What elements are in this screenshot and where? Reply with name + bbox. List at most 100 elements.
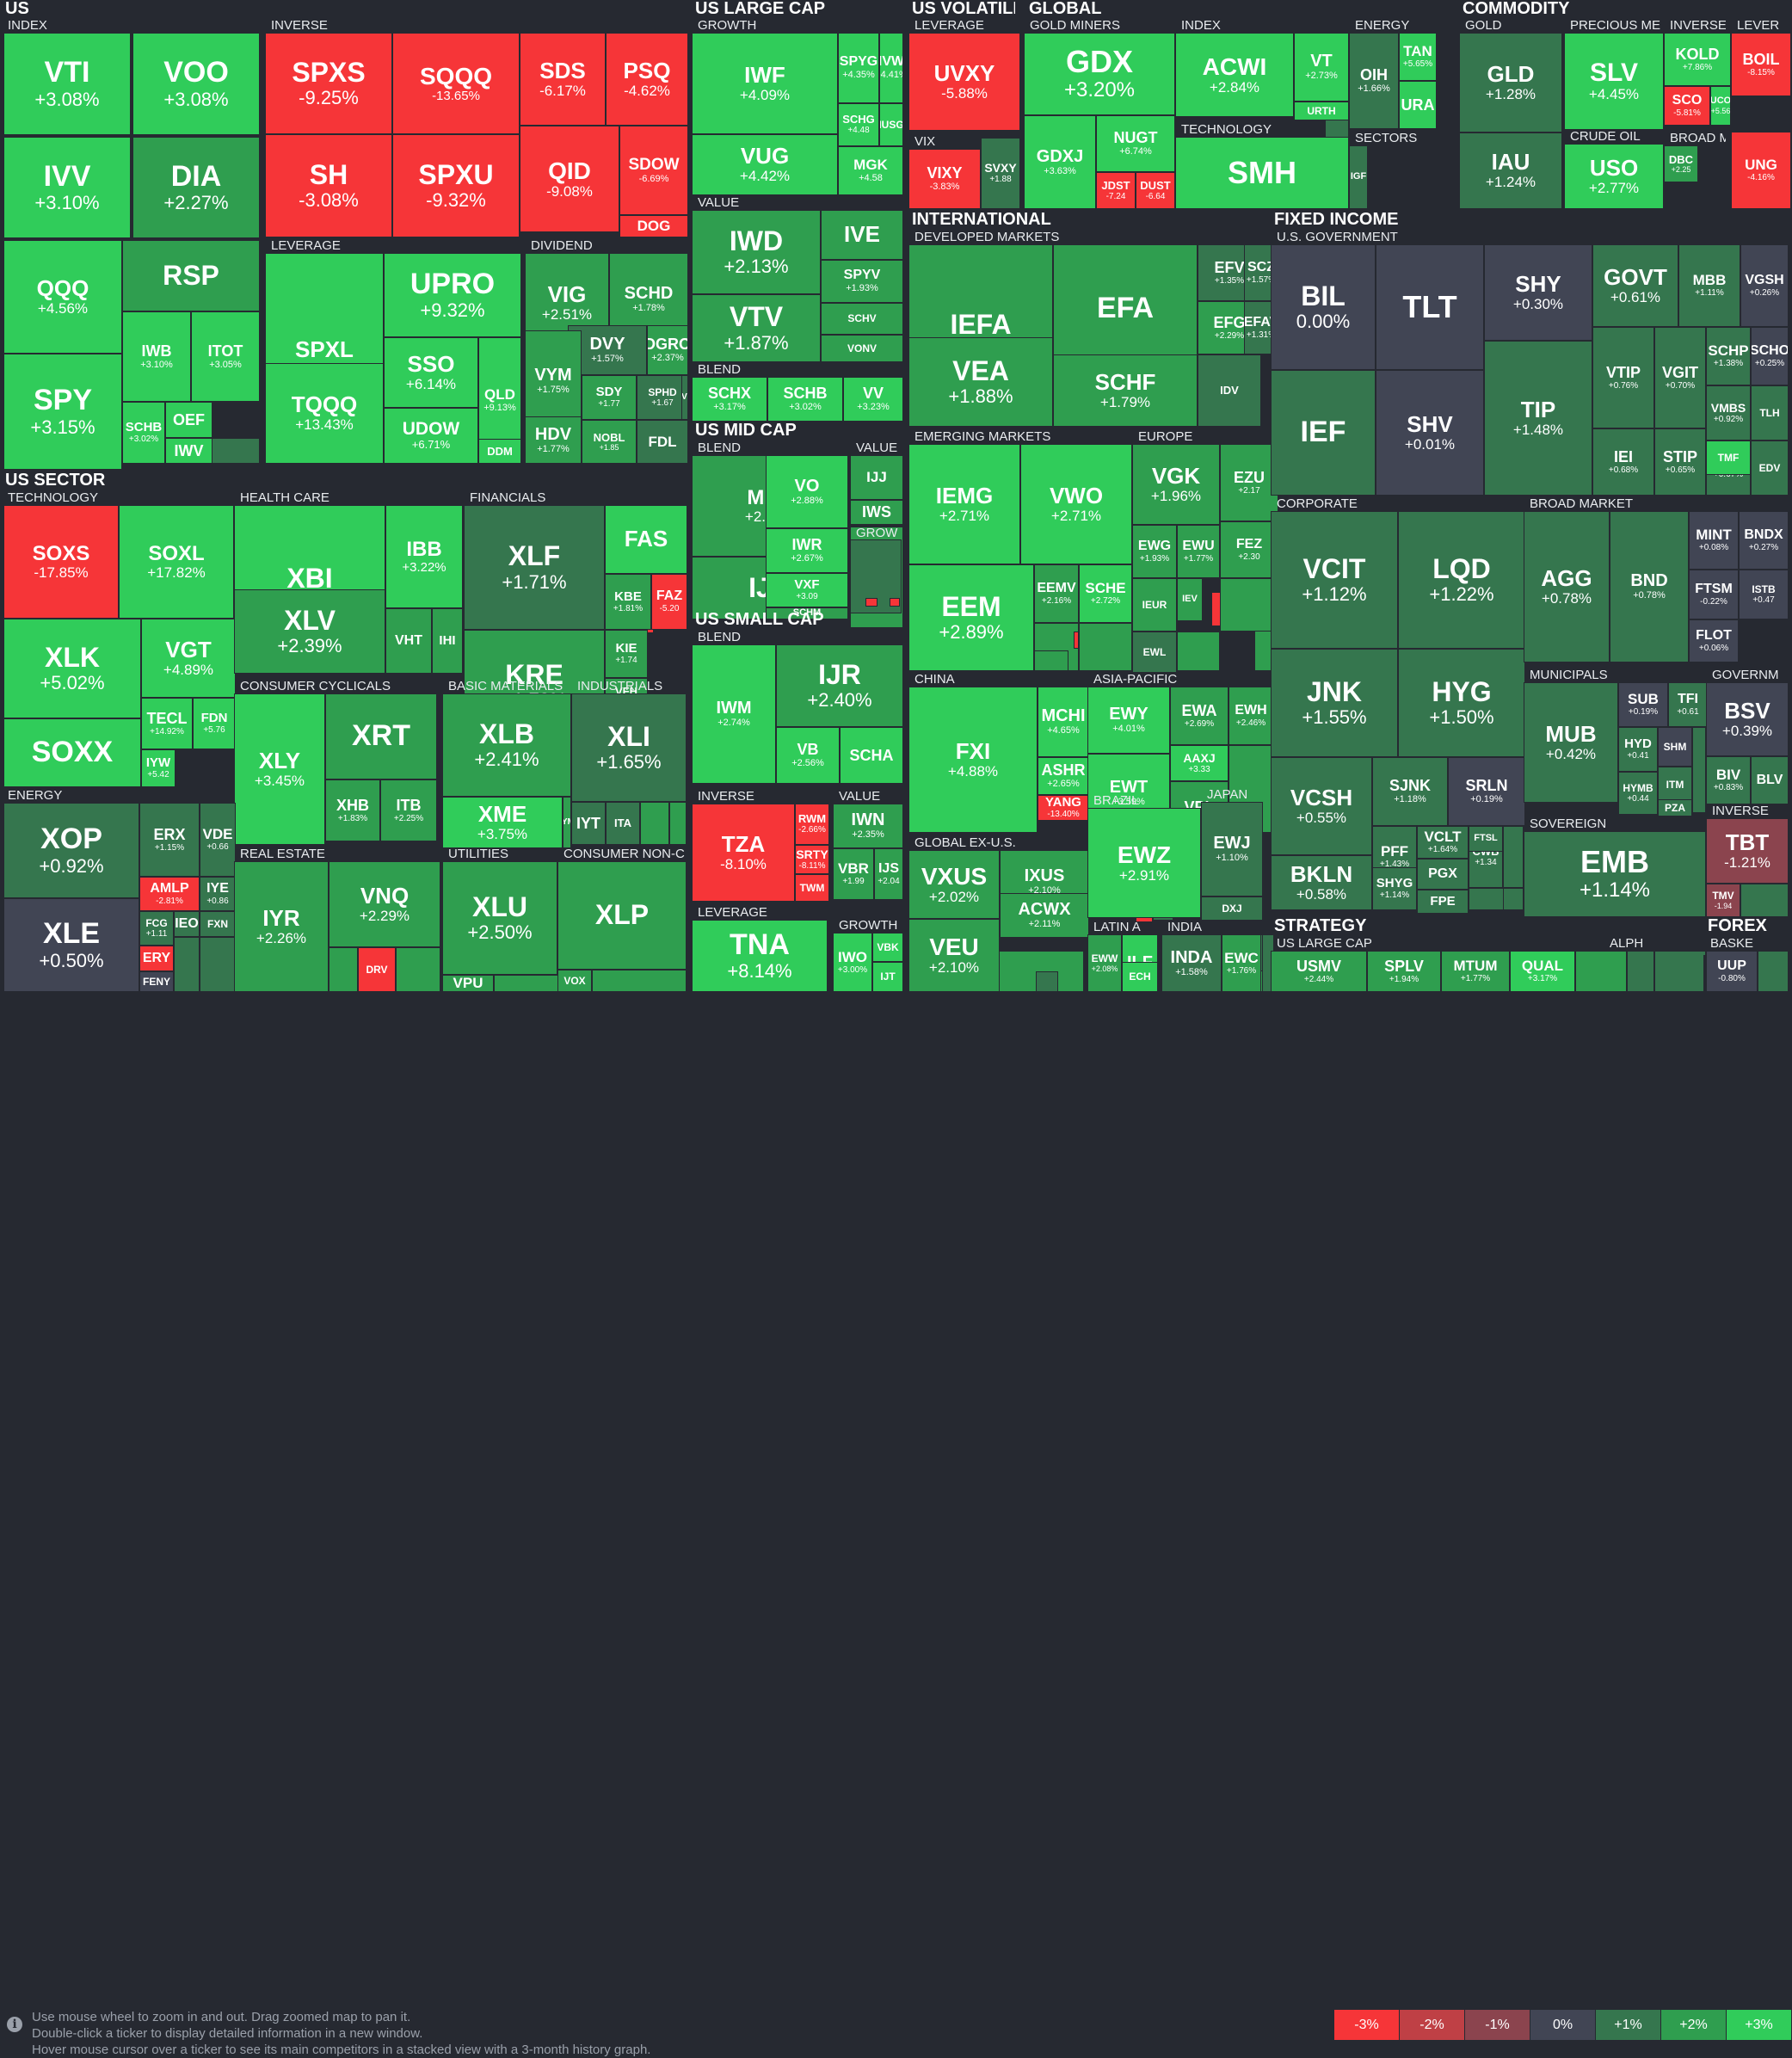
- minor-tile[interactable]: [592, 970, 687, 992]
- tile-vtv[interactable]: VTV +1.87%: [692, 294, 821, 362]
- tile-hymb[interactable]: HYMB +0.44: [1618, 772, 1658, 815]
- tile-ijj[interactable]: IJJ: [850, 455, 903, 500]
- tile-veu[interactable]: VEU +2.10%: [908, 919, 1000, 992]
- tile-tlt[interactable]: TLT: [1376, 244, 1484, 370]
- tile-iwd[interactable]: IWD +2.13%: [692, 210, 821, 294]
- tile-fdn[interactable]: FDN +5.76: [193, 698, 236, 749]
- tile-vox[interactable]: VOX: [557, 970, 592, 992]
- tile-fvd[interactable]: FVD: [681, 375, 688, 420]
- tile-govt[interactable]: GOVT +0.61%: [1592, 244, 1678, 327]
- tile-scha[interactable]: SCHA: [840, 727, 903, 784]
- tile-xlf[interactable]: XLF +1.71%: [464, 505, 605, 630]
- tile-xlk[interactable]: XLK +5.02%: [3, 619, 141, 718]
- tile-jnk[interactable]: JNK +1.55%: [1271, 649, 1398, 757]
- tile-iemg[interactable]: IEMG +2.71%: [908, 444, 1020, 564]
- tile-xme[interactable]: XME +3.75%: [442, 797, 563, 848]
- tile-xlp[interactable]: XLP: [557, 861, 687, 970]
- tile-vcit[interactable]: VCIT +1.12%: [1271, 511, 1398, 649]
- tile-ura[interactable]: URA: [1399, 81, 1437, 129]
- tile-spy[interactable]: SPY +3.15%: [3, 354, 122, 470]
- tile-vgt[interactable]: VGT +4.89%: [141, 619, 236, 698]
- tile-ewu[interactable]: EWU +1.77%: [1177, 525, 1220, 578]
- tile-gld[interactable]: GLD +1.28%: [1459, 33, 1562, 132]
- tile-mbb[interactable]: MBB +1.11%: [1678, 244, 1740, 327]
- tile-bnd[interactable]: BND +0.78%: [1610, 511, 1689, 662]
- tile-shm[interactable]: SHM: [1658, 727, 1692, 767]
- tile-psq[interactable]: PSQ -4.62%: [606, 33, 688, 126]
- tile-sdow[interactable]: SDOW -6.69%: [619, 126, 688, 215]
- tile-itm[interactable]: ITM: [1658, 767, 1692, 803]
- tile-yang[interactable]: YANG -13.40%: [1038, 795, 1089, 821]
- tile-smh[interactable]: SMH: [1175, 137, 1349, 209]
- tile-sds[interactable]: SDS -6.17%: [520, 33, 606, 126]
- tile-vym[interactable]: VYM +1.75%: [525, 330, 582, 432]
- tile-xle[interactable]: XLE +0.50%: [3, 898, 139, 992]
- tile-bndx[interactable]: BNDX +0.27%: [1739, 511, 1789, 570]
- tile-ddm[interactable]: DDM: [478, 439, 521, 464]
- minor-tile[interactable]: [1503, 888, 1524, 910]
- tile-tmf[interactable]: TMF: [1706, 441, 1751, 475]
- minor-tile[interactable]: [1503, 826, 1524, 888]
- tile-tlh[interactable]: TLH: [1751, 385, 1789, 441]
- tile-schv[interactable]: SCHV: [821, 303, 903, 335]
- tile-mchi[interactable]: MCHI +4.65%: [1038, 687, 1089, 757]
- tile-voo[interactable]: VOO +3.08%: [132, 33, 260, 135]
- tile-ijt[interactable]: IJT: [872, 962, 903, 992]
- minor-tile[interactable]: [1758, 951, 1789, 992]
- tile-iau[interactable]: IAU +1.24%: [1459, 132, 1562, 209]
- minor-tile[interactable]: [640, 802, 669, 845]
- tile-vclt[interactable]: VCLT +1.64%: [1417, 826, 1469, 859]
- tile-ieur[interactable]: IEUR: [1132, 578, 1177, 632]
- tile-ech[interactable]: ECH: [1122, 962, 1158, 992]
- tile-itb[interactable]: ITB +2.25%: [380, 779, 437, 841]
- tile-iwb[interactable]: IWB +3.10%: [122, 311, 191, 402]
- tile-schb[interactable]: SCHB +3.02%: [767, 377, 843, 422]
- tile-gdx[interactable]: GDX +3.20%: [1024, 33, 1175, 115]
- tile-iwo[interactable]: IWO +3.00%: [833, 933, 872, 992]
- tile-ftsm[interactable]: FTSM -0.22%: [1689, 570, 1739, 619]
- tile-agg[interactable]: AGG +0.78%: [1524, 511, 1610, 662]
- tile-inda[interactable]: INDA +1.58%: [1161, 934, 1222, 992]
- tile-tip[interactable]: TIP +1.48%: [1484, 341, 1592, 496]
- tile-pza[interactable]: PZA: [1658, 799, 1692, 816]
- tile-kie[interactable]: KIE +1.74: [605, 630, 648, 678]
- tile-qual[interactable]: QUAL +3.17%: [1510, 951, 1575, 992]
- minor-tile[interactable]: [1575, 951, 1627, 992]
- tile-acwx[interactable]: ACWX +2.11%: [1000, 893, 1089, 938]
- tile-scho[interactable]: SCHO +0.25%: [1751, 327, 1789, 385]
- tile-edv[interactable]: EDV: [1751, 441, 1789, 496]
- tile-mub[interactable]: MUB +0.42%: [1524, 682, 1618, 803]
- tile-vgit[interactable]: VGIT +0.70%: [1654, 327, 1706, 428]
- tile-iyt[interactable]: IYT: [571, 802, 606, 845]
- tile-vnq[interactable]: VNQ +2.29%: [329, 861, 440, 947]
- tile-soxl[interactable]: SOXL +17.82%: [119, 505, 234, 619]
- tile-uup[interactable]: UUP -0.80%: [1706, 951, 1758, 992]
- tile-sche[interactable]: SCHE +2.72%: [1079, 564, 1132, 623]
- minor-tile[interactable]: [494, 975, 563, 992]
- tile-usmv[interactable]: USMV +2.44%: [1271, 951, 1367, 992]
- tile-sjnk[interactable]: SJNK +1.18%: [1372, 757, 1448, 826]
- tile-iwf[interactable]: IWF +4.09%: [692, 33, 838, 134]
- tile-nobl[interactable]: NOBL +1.85: [582, 420, 637, 464]
- tile-svxy[interactable]: SVXY +1.88: [981, 138, 1020, 209]
- tile-schf[interactable]: SCHF +1.79%: [1053, 354, 1198, 427]
- tile-shy[interactable]: SHY +0.30%: [1484, 244, 1592, 341]
- tile-iei[interactable]: IEI +0.68%: [1592, 428, 1654, 496]
- tile-iym[interactable]: IYM: [563, 797, 571, 848]
- tile-vgk[interactable]: VGK +1.96%: [1132, 444, 1220, 525]
- tile-dog[interactable]: DOG: [619, 215, 688, 237]
- tile-stip[interactable]: STIP +0.65%: [1654, 428, 1706, 496]
- tile-ibb[interactable]: IBB +3.22%: [385, 505, 463, 608]
- tile-sphd[interactable]: SPHD +1.67: [637, 375, 688, 420]
- tile-uvxy[interactable]: UVXY -5.88%: [908, 33, 1020, 131]
- tile-srln[interactable]: SRLN +0.19%: [1448, 757, 1525, 826]
- tile-faz[interactable]: FAZ -5.20: [651, 574, 687, 630]
- tile-xhb[interactable]: XHB +1.83%: [325, 779, 380, 841]
- tile-xop[interactable]: XOP +0.92%: [3, 803, 139, 898]
- tile-ieo[interactable]: IEO: [174, 911, 200, 937]
- tile-hyg[interactable]: HYG +1.50%: [1398, 649, 1525, 757]
- minor-tile[interactable]: [1692, 727, 1706, 813]
- minor-tile[interactable]: [329, 947, 358, 992]
- tile-vti[interactable]: VTI +3.08%: [3, 33, 131, 135]
